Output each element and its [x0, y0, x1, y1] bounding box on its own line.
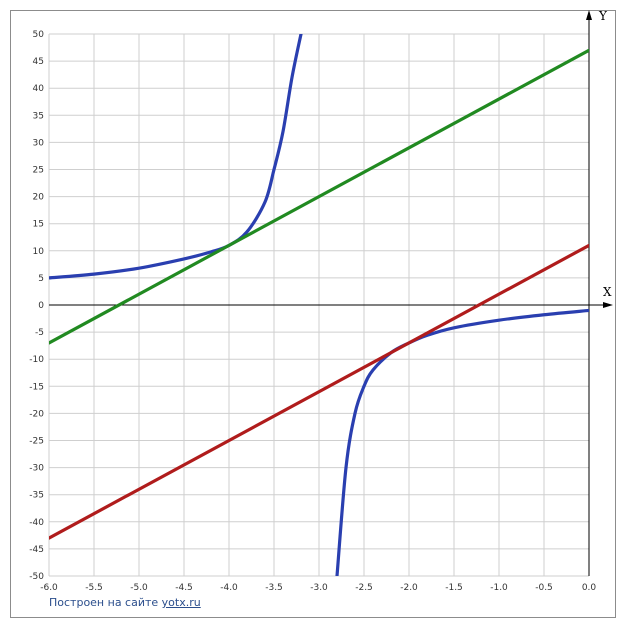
series-0-line-0 [49, 34, 303, 280]
y-tick-label: 5 [38, 274, 44, 284]
y-tick-label: -15 [29, 382, 44, 392]
chart-frame [10, 10, 616, 618]
y-tick-label: 25 [33, 166, 44, 176]
y-tick-label: -5 [35, 328, 44, 338]
y-axis-label: Y [598, 9, 608, 23]
y-tick-label: 10 [33, 247, 45, 257]
y-tick-label: 50 [33, 30, 45, 40]
x-axis-label: X [603, 285, 612, 299]
y-tick-label: 35 [33, 111, 44, 121]
credit-prefix: Построен на сайте [49, 596, 159, 609]
y-tick-label: -35 [29, 491, 44, 501]
y-tick-label: 20 [33, 193, 45, 203]
x-tick-label: -5.5 [85, 583, 103, 593]
x-tick-label: -1.5 [445, 583, 463, 593]
x-tick-label: -0.5 [535, 583, 553, 593]
series-0-line-1 [335, 308, 589, 576]
x-tick-label: -4.5 [175, 583, 193, 593]
y-tick-label: 15 [33, 220, 44, 230]
x-tick-label: 0.0 [582, 583, 597, 593]
y-axis-arrow [586, 10, 592, 20]
y-tick-label: 0 [38, 301, 44, 311]
x-tick-label: -3.0 [310, 583, 328, 593]
y-tick-label: -40 [29, 518, 44, 528]
y-tick-label: -50 [29, 572, 44, 582]
x-tick-label: -6.0 [40, 583, 58, 593]
x-tick-label: -4.0 [220, 583, 238, 593]
credit-link[interactable]: yotx.ru [161, 596, 201, 609]
x-tick-label: -3.5 [265, 583, 283, 593]
series-1-line-0 [49, 48, 589, 345]
y-tick-label: -20 [29, 409, 44, 419]
y-tick-label: -45 [29, 545, 44, 555]
y-tick-label: 40 [33, 84, 45, 94]
y-tick-label: -25 [29, 437, 44, 447]
y-tick-label: -30 [29, 464, 44, 474]
x-tick-label: -2.5 [355, 583, 373, 593]
x-tick-label: -5.0 [130, 583, 148, 593]
credit-line: Построен на сайте yotx.ru [49, 596, 201, 609]
x-tick-label: -2.0 [400, 583, 418, 593]
x-axis-arrow [603, 302, 613, 308]
x-tick-label: -1.0 [490, 583, 508, 593]
y-tick-label: 30 [33, 138, 45, 148]
y-tick-label: 45 [33, 57, 44, 67]
series-2-line-0 [49, 243, 589, 540]
y-tick-label: -10 [29, 355, 44, 365]
